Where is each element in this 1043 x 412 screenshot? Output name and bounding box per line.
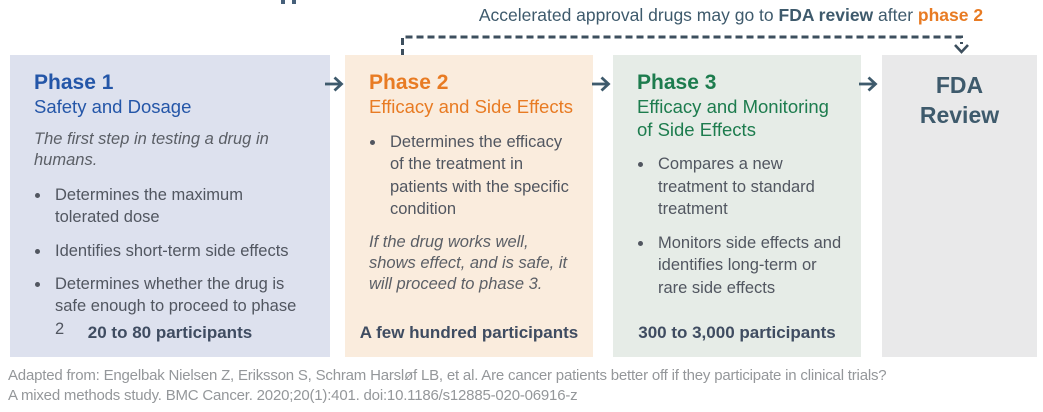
note-phase2: phase 2 (917, 5, 984, 25)
accelerated-approval-note: Accelerated approval drugs may go to FDA… (479, 5, 983, 26)
note-after: after (873, 5, 918, 25)
arrow-down-icon (954, 44, 969, 54)
phase-2-bullet-list: Determines the efficacy of the treatment… (369, 131, 579, 221)
note-prefix: Accelerated approval drugs may go to (478, 5, 779, 25)
phase-2-note: If the drug works well, shows effect, an… (369, 232, 568, 294)
phase-2-title: Phase 2 (369, 71, 449, 94)
citation-line-1: Adapted from: Engelbak Nielsen Z, Erikss… (8, 367, 887, 384)
cropped-text-fragment (292, 0, 296, 4)
citation-line-2: A mixed methods study. BMC Cancer. 2020;… (8, 387, 578, 405)
bullet-item: Determines the maximum tolerated dose (51, 184, 306, 229)
phase-2-box: Phase 2 Efficacy and Side Effects Determ… (345, 55, 593, 357)
phase-3-title: Phase 3 (637, 71, 717, 94)
phase-1-subtitle: Safety and Dosage (34, 96, 192, 118)
bullet-item: Determines the efficacy of the treatment… (386, 131, 579, 221)
phase-1-title: Phase 1 (34, 71, 114, 94)
fda-review-title: FDA Review (919, 72, 1000, 128)
phase-3-participants: 300 to 3,000 participants (638, 323, 836, 342)
flow-arrow-icon (325, 76, 344, 92)
phase-3-box: Phase 3 Efficacy and Monitoring of Side … (613, 55, 861, 357)
bullet-item: Identifies short-term side effects (51, 240, 306, 262)
phase-2-participants: A few hundred participants (359, 323, 579, 342)
cropped-text-fragment (281, 0, 285, 4)
bullet-item: Compares a new treatment to standard tre… (654, 153, 847, 220)
flow-arrow-icon (592, 76, 611, 92)
phase-1-note: The first step in testing a drug in huma… (34, 129, 269, 170)
bullet-item: Monitors side effects and identifies lon… (654, 232, 847, 299)
dashed-connector-arrow (401, 35, 969, 56)
note-fda-review: FDA review (778, 5, 874, 25)
phase-1-bullet-list: Determines the maximum tolerated dose Id… (34, 184, 306, 341)
phase-3-subtitle: Efficacy and Monitoring of Side Effects (637, 96, 829, 140)
phase-3-bullet-list: Compares a new treatment to standard tre… (637, 153, 847, 299)
citation: Adapted from: Engelbak Nielsen Z, Erikss… (8, 366, 1038, 407)
phase-1-box: Phase 1 Safety and Dosage The first step… (10, 55, 330, 357)
phase-1-participants: 20 to 80 participants (87, 323, 253, 342)
phase-2-subtitle: Efficacy and Side Effects (369, 96, 573, 118)
bullet-item: Determines whether the drug is safe enou… (51, 273, 306, 340)
flow-arrow-icon (859, 76, 878, 92)
fda-review-box: FDA Review (882, 55, 1037, 357)
